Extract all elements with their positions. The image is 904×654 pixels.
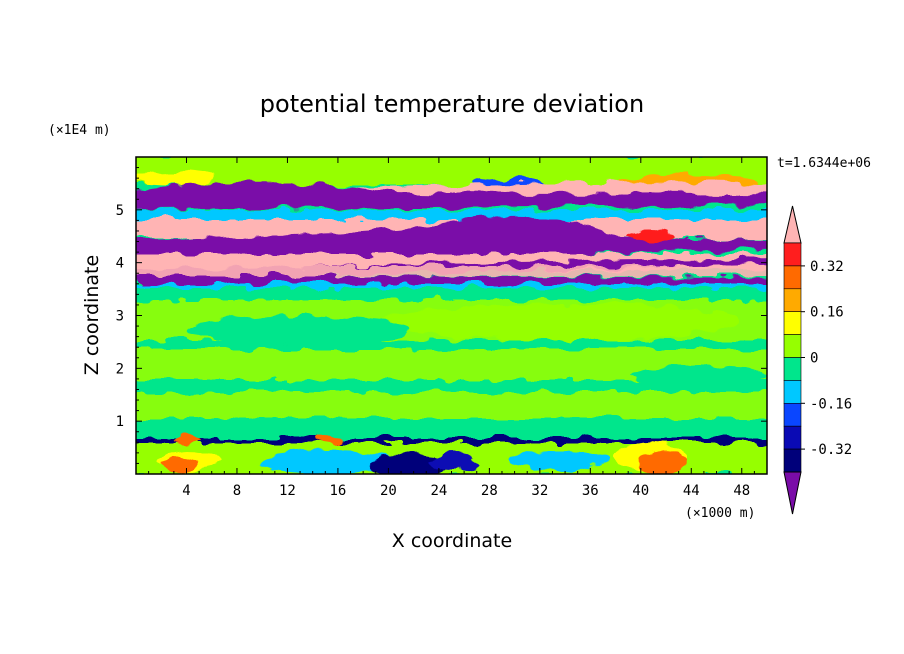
x-tick-label: 28	[481, 483, 498, 499]
colorbar-label: 0.32	[810, 259, 844, 275]
colorbar-label: -0.32	[810, 442, 852, 458]
colorbar-swatch	[783, 265, 802, 290]
pink-band	[136, 266, 767, 276]
colorbar-max-arrow	[783, 205, 802, 244]
colorbar-label: -0.16	[810, 396, 852, 412]
orange-patch	[173, 436, 197, 444]
orange-patch	[638, 450, 686, 474]
y-axis-label: Z coordinate	[81, 255, 103, 375]
x-tick-label: 20	[380, 483, 397, 499]
time-label: t=1.6344e+06	[777, 156, 871, 171]
y-unit-label: (×1E4 m)	[48, 123, 111, 138]
x-tick-label: 40	[632, 483, 649, 499]
contour-field	[136, 157, 767, 474]
yellow-patch	[136, 170, 215, 186]
x-tick-label: 48	[733, 483, 750, 499]
colorbar-label: 0.16	[810, 305, 844, 321]
x-tick-label: 16	[329, 483, 346, 499]
y-ticks: 1 2 3 4 5	[116, 167, 767, 464]
x-ticks: 4 8 12 16 20 24 28 32 36 40 44 48	[148, 157, 755, 499]
colorbar: 0.32 0.16 0 -0.16 -0.32	[783, 205, 852, 515]
colorbar-swatch	[783, 448, 802, 473]
colorbar-swatch	[783, 311, 802, 335]
colorbar-label: 0	[810, 351, 818, 367]
orange-patch	[316, 436, 344, 444]
cyan-band	[136, 284, 767, 288]
x-tick-label: 24	[430, 483, 447, 499]
colorbar-min-arrow	[783, 471, 802, 515]
colorbar-swatch	[783, 357, 802, 381]
orange-patch	[162, 458, 198, 470]
purple-band	[136, 182, 767, 210]
x-unit-label: (×1000 m)	[685, 506, 755, 521]
x-tick-label: 44	[683, 483, 700, 499]
x-tick-label: 32	[531, 483, 548, 499]
green-patch	[630, 365, 767, 385]
x-tick-label: 4	[182, 483, 190, 499]
colorbar-swatch	[783, 242, 802, 267]
cyan-patch	[260, 450, 400, 474]
x-tick-label: 12	[279, 483, 296, 499]
x-tick-label: 36	[582, 483, 599, 499]
blue-patch	[430, 453, 480, 471]
green-patch	[190, 316, 410, 344]
y-tick-label: 4	[116, 256, 124, 272]
navy-patch	[370, 454, 450, 474]
light-green-patch	[380, 304, 740, 340]
colorbar-swatch	[783, 425, 802, 450]
red-patch	[625, 231, 675, 241]
purple-band	[140, 276, 767, 285]
chart-title: potential temperature deviation	[260, 90, 644, 118]
light-green-band	[136, 392, 767, 418]
y-tick-label: 3	[116, 309, 124, 325]
x-axis-label: X coordinate	[392, 530, 512, 552]
y-tick-label: 1	[116, 414, 124, 430]
y-tick-label: 5	[116, 203, 124, 219]
purple-band	[136, 216, 767, 257]
x-tick-label: 8	[233, 483, 241, 499]
plot-area	[136, 157, 767, 474]
colorbar-swatch	[783, 334, 802, 358]
colorbar-swatch	[783, 288, 802, 312]
navy-line	[136, 438, 767, 443]
colorbar-swatch	[783, 402, 802, 427]
colorbar-swatch	[783, 380, 802, 404]
cyan-band	[136, 210, 767, 220]
y-tick-label: 2	[116, 361, 124, 377]
cyan-patch	[510, 450, 610, 470]
